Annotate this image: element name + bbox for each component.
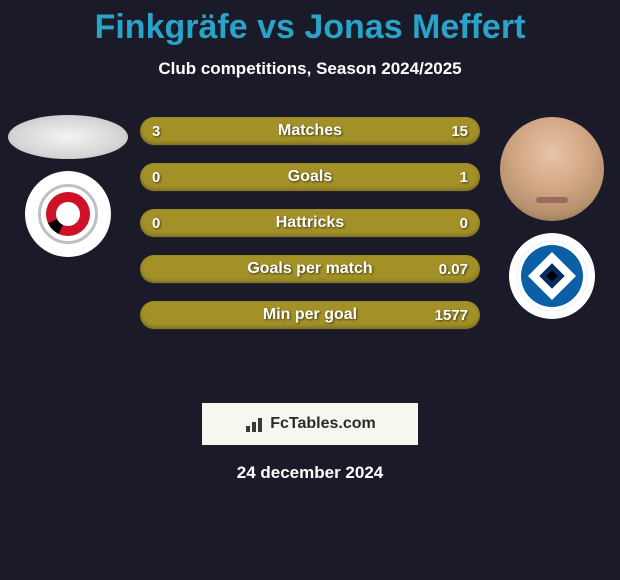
bar-chart-icon <box>244 416 264 432</box>
stat-left-value: 0 <box>152 169 160 186</box>
player-left-column <box>8 117 128 257</box>
stat-row-min-per-goal: Min per goal 1577 <box>140 301 480 329</box>
stat-right-value: 0 <box>460 215 468 232</box>
stat-label: Min per goal <box>263 306 357 324</box>
stat-row-goals-per-match: Goals per match 0.07 <box>140 255 480 283</box>
stat-right-value: 0.07 <box>439 261 468 278</box>
watermark-text: FcTables.com <box>270 415 376 433</box>
player-left-avatar <box>8 115 128 159</box>
stat-right-value: 1577 <box>435 307 468 324</box>
stat-row-hattricks: 0 Hattricks 0 <box>140 209 480 237</box>
player-left-club-badge <box>25 171 111 257</box>
player-right-avatar <box>500 117 604 221</box>
player-right-column <box>492 117 612 319</box>
stat-label: Matches <box>278 122 342 140</box>
comparison-card: Finkgräfe vs Jonas Meffert Club competit… <box>0 0 620 483</box>
stat-row-matches: 3 Matches 15 <box>140 117 480 145</box>
stat-right-value: 1 <box>460 169 468 186</box>
stat-label: Goals per match <box>247 260 372 278</box>
stat-bars: 3 Matches 15 0 Goals 1 0 Hattricks 0 Goa… <box>140 117 480 347</box>
subtitle: Club competitions, Season 2024/2025 <box>0 59 620 79</box>
player-right-club-badge <box>509 233 595 319</box>
page-title: Finkgräfe vs Jonas Meffert <box>0 0 620 47</box>
stat-label: Hattricks <box>276 214 344 232</box>
watermark[interactable]: FcTables.com <box>202 403 418 445</box>
stat-left-value: 0 <box>152 215 160 232</box>
stat-left-value: 3 <box>152 123 160 140</box>
content-area: 3 Matches 15 0 Goals 1 0 Hattricks 0 Goa… <box>0 117 620 397</box>
stat-label: Goals <box>288 168 332 186</box>
date-text: 24 december 2024 <box>0 463 620 483</box>
club-badge-icon <box>38 184 98 244</box>
stat-right-value: 15 <box>451 123 468 140</box>
club-badge-icon <box>517 241 587 311</box>
stat-row-goals: 0 Goals 1 <box>140 163 480 191</box>
